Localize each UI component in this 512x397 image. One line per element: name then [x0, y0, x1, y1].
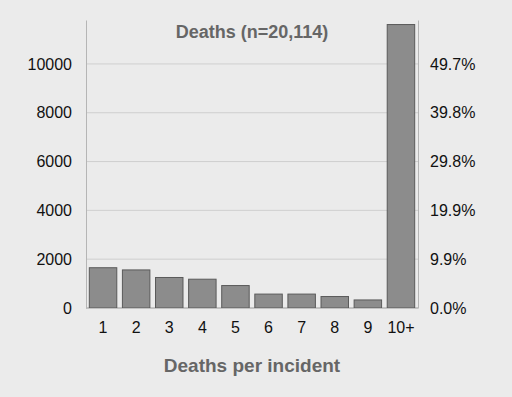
- tick: 10+: [387, 308, 414, 336]
- axis-line: [87, 308, 419, 309]
- x-axis-title: Deaths per incident: [164, 355, 341, 376]
- grid-line: [86, 259, 418, 260]
- tick-label: 4: [198, 319, 207, 336]
- axis-line: [418, 21, 419, 309]
- tick-label: 8: [330, 319, 339, 336]
- tick: 6: [264, 308, 273, 336]
- tick-label: 6: [264, 319, 273, 336]
- tick: 4000: [36, 202, 86, 219]
- bar: [387, 25, 414, 308]
- y2-axis: 0.0% 9.9% 19.9% 29.8% 39.8% 49.7%: [418, 21, 475, 317]
- tick-label: 19.9%: [430, 202, 475, 219]
- tick-label: 4000: [36, 202, 72, 219]
- tick-label: 9: [363, 319, 372, 336]
- bar: [189, 279, 216, 308]
- tick-label: 49.7%: [430, 56, 475, 73]
- tick-label: 2000: [36, 251, 72, 268]
- grid-line: [86, 210, 418, 211]
- tick-label: 8000: [36, 104, 72, 121]
- grid-line: [86, 112, 418, 113]
- x-axis: 1 2 3 4 5 6 7 8 9 10+: [87, 308, 419, 336]
- tick-label: 29.8%: [430, 153, 475, 170]
- bar: [222, 286, 249, 308]
- tick: 39.8%: [418, 104, 475, 121]
- tick: 8000: [36, 104, 86, 121]
- tick: 1: [99, 308, 108, 336]
- grid: [86, 64, 418, 308]
- tick: 4: [198, 308, 207, 336]
- tick-label: 0: [63, 300, 72, 317]
- grid-line: [86, 161, 418, 162]
- tick: 49.7%: [418, 56, 475, 73]
- bar: [122, 270, 149, 308]
- tick: 7: [297, 308, 306, 336]
- tick: 3: [165, 308, 174, 336]
- tick: 0.0%: [418, 300, 466, 317]
- tick-label: 10+: [387, 319, 414, 336]
- tick-label: 7: [297, 319, 306, 336]
- bar: [156, 277, 183, 308]
- tick: 10000: [28, 56, 87, 73]
- tick-label: 6000: [36, 153, 72, 170]
- bars: [89, 25, 414, 308]
- background: [0, 0, 512, 397]
- tick-label: 5: [231, 319, 240, 336]
- tick-label: 39.8%: [430, 104, 475, 121]
- tick: 9.9%: [418, 251, 466, 268]
- bar: [354, 300, 381, 308]
- tick: 5: [231, 308, 240, 336]
- bar: [89, 268, 116, 308]
- tick: 6000: [36, 153, 86, 170]
- axis-line: [86, 21, 87, 309]
- tick-label: 10000: [28, 56, 73, 73]
- tick: 0: [63, 300, 86, 317]
- bar: [288, 294, 315, 308]
- tick-label: 1: [99, 319, 108, 336]
- title: Deaths (n=20,114): [176, 22, 329, 42]
- bar: [321, 297, 348, 308]
- tick: 8: [330, 308, 339, 336]
- tick-label: 9.9%: [430, 251, 466, 268]
- tick-label: 3: [165, 319, 174, 336]
- grid-line: [86, 63, 418, 64]
- chart: 0 2000 4000 6000 8000 10000 0.0% 9.9% 19.9% 29.8%…: [0, 0, 512, 397]
- tick: 9: [363, 308, 372, 336]
- tick-label: 2: [132, 319, 141, 336]
- tick: 2000: [36, 251, 86, 268]
- tick-label: 0.0%: [430, 300, 466, 317]
- tick: 29.8%: [418, 153, 475, 170]
- tick: 2: [132, 308, 141, 336]
- tick: 19.9%: [418, 202, 475, 219]
- y-axis: 0 2000 4000 6000 8000 10000: [28, 21, 87, 317]
- bar: [255, 294, 282, 308]
